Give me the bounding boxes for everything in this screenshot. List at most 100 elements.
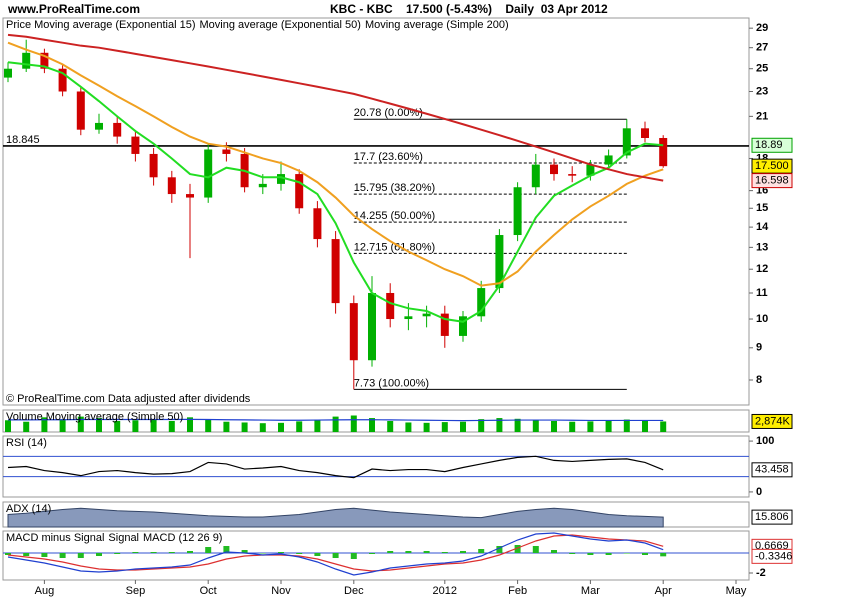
bar [150,552,157,553]
value-tag [751,462,793,478]
candle-body [58,68,67,92]
panel-frame [2,530,750,581]
bar [551,550,557,553]
bar [350,415,357,432]
bar [5,420,11,432]
bar [332,553,339,558]
bar [223,421,230,432]
x-tick-label: Dec [344,585,364,597]
bar [314,419,321,432]
value-tag-label: -0.3346 [755,550,792,562]
bar [77,416,84,432]
bar [77,553,84,558]
candle-body [349,303,358,361]
bar [114,421,121,432]
bar [423,422,430,432]
candle-body [22,52,31,69]
candle-body [149,153,158,178]
bar [387,551,394,553]
candle-body [277,174,285,184]
bar [605,553,612,555]
bar [514,545,521,553]
fib-label: 7.73 (100.00%) [354,377,429,389]
legend-label: Moving average (Exponential 15) [34,19,195,31]
candle-body [513,187,522,236]
bar [259,423,266,432]
legend-label: Signal [108,532,139,544]
bar [496,418,503,432]
fib-label: 20.78 (0.00%) [354,107,423,119]
candle-body [659,137,668,167]
y-tick-label: 8 [756,374,762,386]
line [7,534,664,572]
bar [41,553,48,557]
x-tick-label: Apr [655,585,672,597]
candle-body [641,128,649,138]
bar [623,419,630,432]
bar [642,553,648,555]
bar [296,553,303,554]
value-tag-label: 43.458 [755,464,789,476]
y-tick-label: -2 [756,567,766,579]
candle-body [531,164,540,188]
candle-body [295,174,304,209]
legend-label: Moving average (Simple 50) [46,411,184,423]
candle-body [568,174,577,176]
bar [660,553,667,557]
bar [587,553,594,555]
bar [168,552,175,553]
candle-body [459,316,467,336]
bar [405,422,412,432]
candle-body [258,183,267,188]
y-tick-label: 11 [756,287,768,299]
value-tag-label: 18.89 [755,139,783,151]
bar [460,421,466,432]
candle-body [4,68,12,78]
site-name: www.ProRealTime.com [7,2,140,16]
y-tick-label: 12 [756,263,768,275]
value-tag [751,413,793,429]
x-tick-label: Sep [126,585,146,597]
x-tick-label: Mar [581,585,600,597]
bar [205,419,212,432]
bar [551,421,557,432]
y-tick-label: 9 [756,342,762,354]
value-tag-label: 2,874K [755,415,791,427]
fib-label: 17.7 (23.60%) [354,151,423,163]
bar [405,551,412,553]
candle-body [404,316,413,320]
fib-label: 12.715 (61.80%) [354,241,435,253]
bar [132,420,139,432]
bar [205,547,212,553]
horizontal-line-label: 18.845 [6,134,40,146]
bar [23,421,30,432]
x-tick-label: 2012 [433,585,457,597]
y-tick-label: 29 [756,22,768,34]
bar [369,553,375,554]
fib-label: 15.795 (38.20%) [354,182,435,194]
legend-label: Moving average (Simple 200) [365,19,509,31]
candle-body [440,313,449,336]
bar [423,551,430,553]
bar [114,553,121,554]
bar [660,421,667,432]
fib-label: 14.255 (50.00%) [354,210,435,222]
value-tag-label: 17.500 [755,160,789,172]
bar [59,553,66,558]
y-tick-label: 0 [756,486,762,498]
bar [223,546,230,553]
y-tick-label: 25 [756,63,768,75]
line [7,33,664,182]
value-tag-label: 15.806 [755,511,789,523]
bar [478,549,485,553]
bar [187,551,193,553]
bar [41,417,48,432]
bar [132,552,139,553]
bar [569,553,576,554]
candle-body [368,292,376,361]
bar [460,551,466,553]
value-tag-label: 16.598 [755,175,789,187]
candle-body [222,149,231,154]
bar [96,553,102,556]
y-tick-label: 15 [756,202,768,214]
